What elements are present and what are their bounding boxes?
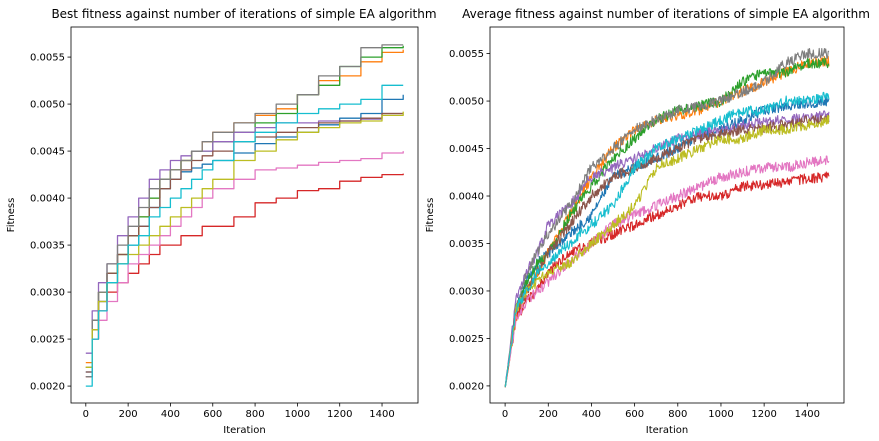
y-tick-label: 0.0040 xyxy=(449,192,484,203)
best-fitness-chart: Best fitness against number of iteration… xyxy=(6,7,437,436)
y-tick-label: 0.0055 xyxy=(449,49,484,60)
series-line xyxy=(504,114,830,388)
series-line xyxy=(85,94,404,373)
x-tick-label: 1200 xyxy=(327,409,352,420)
series-line xyxy=(85,151,404,368)
y-tick-label: 0.0050 xyxy=(449,97,484,108)
x-tick-label: 1200 xyxy=(751,409,776,420)
x-tick-label: 800 xyxy=(246,409,265,420)
series-line xyxy=(504,110,830,388)
series-line xyxy=(504,47,830,388)
series-line xyxy=(85,173,404,378)
x-tick-label: 1400 xyxy=(369,409,394,420)
axes-frame xyxy=(70,26,419,404)
x-tick-label: 400 xyxy=(582,409,601,420)
x-tick-label: 600 xyxy=(625,409,644,420)
series-line xyxy=(85,45,404,368)
x-axis-ticks: 0 200 400 600 800 1000 1200 1400 xyxy=(502,403,820,420)
y-tick-label: 0.0035 xyxy=(449,239,484,250)
x-axis-label: Iteration xyxy=(223,425,265,436)
y-tick-label: 0.0025 xyxy=(30,335,65,346)
y-tick-label: 0.0030 xyxy=(30,288,65,299)
series-line xyxy=(85,112,404,373)
y-tick-label: 0.0050 xyxy=(30,100,65,111)
x-tick-label: 800 xyxy=(668,409,687,420)
chart-title: Average fitness against number of iterat… xyxy=(462,7,870,21)
series-line xyxy=(504,171,830,388)
x-tick-label: 600 xyxy=(203,409,222,420)
y-tick-label: 0.0045 xyxy=(30,147,65,158)
series-line xyxy=(85,49,404,364)
x-tick-label: 1400 xyxy=(795,409,820,420)
x-tick-label: 1000 xyxy=(285,409,310,420)
y-axis-ticks: 0.0020 0.0025 0.0030 0.0035 0.0040 0.0045 0.00… xyxy=(30,53,71,393)
y-tick-label: 0.0055 xyxy=(30,53,65,64)
x-tick-label: 400 xyxy=(161,409,180,420)
y-tick-label: 0.0035 xyxy=(30,241,65,252)
y-axis-label: Fitness xyxy=(6,198,17,233)
series-line xyxy=(504,57,830,388)
axes-frame xyxy=(489,26,845,404)
x-tick-label: 0 xyxy=(83,409,89,420)
series-line xyxy=(85,44,404,378)
x-tick-label: 200 xyxy=(119,409,138,420)
series-line xyxy=(504,95,830,388)
y-axis-ticks: 0.0020 0.0025 0.0030 0.0035 0.0040 0.0045 0.00… xyxy=(449,49,490,392)
x-axis-ticks: 0 200 400 600 800 1000 1200 1400 xyxy=(83,403,395,420)
series-line xyxy=(504,114,830,387)
series-line xyxy=(85,111,404,368)
y-tick-label: 0.0030 xyxy=(449,286,484,297)
series-line xyxy=(85,112,404,354)
series-lines xyxy=(504,47,830,388)
y-tick-label: 0.0040 xyxy=(30,194,65,205)
series-line xyxy=(85,84,404,387)
chart-title: Best fitness against number of iteration… xyxy=(51,7,436,21)
x-tick-label: 0 xyxy=(502,409,508,420)
series-line xyxy=(504,91,830,387)
y-tick-label: 0.0045 xyxy=(449,144,484,155)
average-fitness-chart: Average fitness against number of iterat… xyxy=(425,7,870,436)
y-tick-label: 0.0020 xyxy=(449,381,484,392)
series-line xyxy=(504,155,830,387)
y-axis-label: Fitness xyxy=(425,198,436,233)
x-axis-label: Iteration xyxy=(646,425,688,436)
y-tick-label: 0.0025 xyxy=(449,334,484,345)
x-tick-label: 1000 xyxy=(708,409,733,420)
series-lines xyxy=(85,44,404,387)
x-tick-label: 200 xyxy=(539,409,558,420)
y-tick-label: 0.0020 xyxy=(30,382,65,393)
